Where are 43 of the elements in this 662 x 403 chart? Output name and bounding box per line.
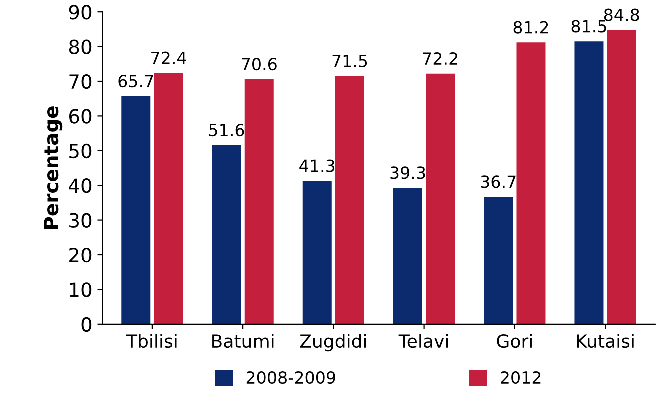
data-label: 81.5 [572, 20, 606, 33]
y-tick-label: 30 [70, 213, 92, 228]
legend-label: 2012 [501, 371, 541, 384]
bar [154, 73, 184, 324]
y-tick-label: 20 [70, 248, 92, 263]
x-tick-label: Telavi [398, 334, 448, 348]
x-tick-label: Batumi [212, 334, 274, 348]
y-tick-label: 10 [70, 282, 92, 298]
bar [426, 74, 456, 324]
data-label: 70.6 [242, 58, 277, 71]
data-label: 72.4 [152, 52, 186, 64]
data-label: 36.7 [481, 176, 516, 188]
bar [212, 145, 242, 324]
y-tick-label: 0 [82, 317, 92, 332]
y-tick-label: 90 [69, 5, 92, 20]
y-tick-label: 70 [70, 74, 92, 90]
data-label: 39.3 [390, 166, 426, 180]
y-tick-label: 50 [70, 144, 92, 159]
data-label: 51.6 [209, 124, 244, 137]
data-label: 84.8 [604, 8, 640, 22]
bar [336, 76, 364, 324]
data-label: 41.3 [300, 160, 335, 172]
data-label: 72.2 [423, 52, 458, 65]
y-tick-label: 60 [70, 109, 92, 124]
x-tick-label: Gori [497, 334, 532, 348]
y-axis-title: Percentage [44, 106, 63, 230]
legend-label: 2008-2009 [246, 371, 336, 384]
data-label: 71.5 [332, 55, 368, 68]
bar [574, 42, 604, 324]
data-label: 81.2 [514, 21, 548, 34]
x-tick-label: Zugdidi [300, 334, 366, 352]
y-tick-label: 80 [69, 40, 92, 54]
bar [484, 197, 514, 324]
x-tick-label: Kutaisi [577, 334, 634, 348]
data-label: 65.7 [118, 75, 154, 88]
bar [607, 30, 636, 324]
y-tick-label: 40 [69, 178, 92, 194]
bar [516, 42, 546, 324]
bar [244, 79, 274, 324]
x-tick-label: Tbilisi [126, 334, 177, 348]
bar [393, 188, 422, 324]
bar [122, 96, 151, 324]
bar [302, 181, 332, 324]
